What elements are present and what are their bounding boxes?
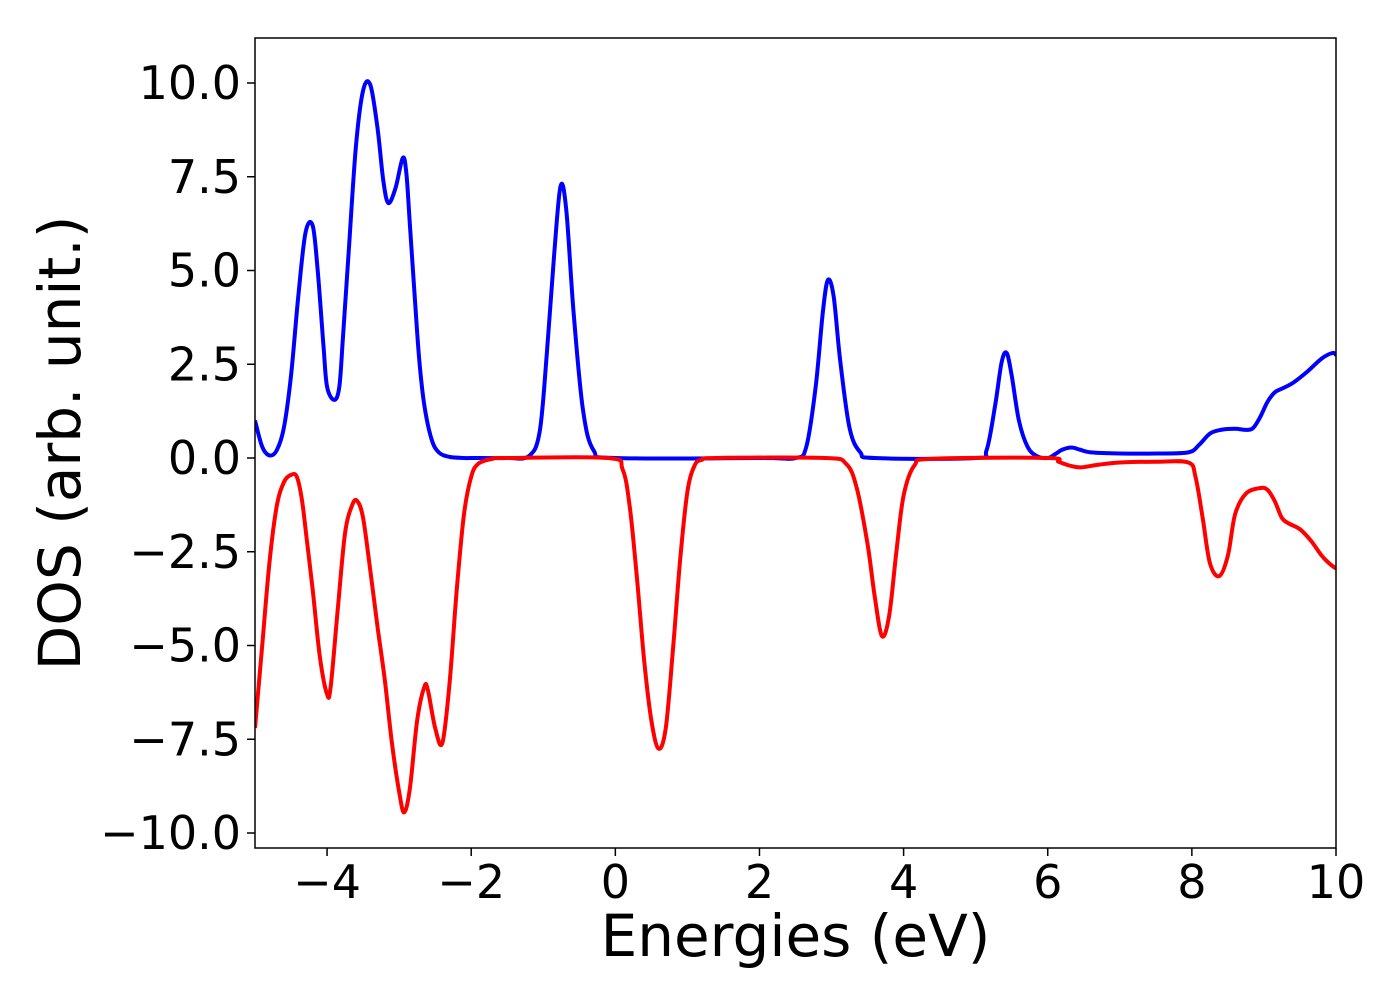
y-axis-label: DOS (arb. unit.) [26,216,94,671]
plot-frame [254,37,1337,849]
series-line-1 [255,79,1336,461]
x-tick-label: 8 [1177,855,1206,909]
series-line-2 [255,455,1336,815]
plot-lines [255,79,1336,815]
x-tick-label: −2 [437,855,505,909]
y-tick-label: 10.0 [139,56,241,110]
x-axis: −4 −2 0 2 4 6 8 10 [293,848,1365,909]
x-tick-label: 4 [889,855,918,909]
x-tick-label: 0 [601,855,630,909]
y-axis: 10.0 7.5 5.0 2.5 0.0 −2.5 −5.0 −7.5 −10.0 [100,56,255,860]
x-tick-label: 6 [1033,855,1062,909]
y-tick-label: −10.0 [100,806,241,860]
y-tick-label: −7.5 [129,712,241,766]
x-axis-label: Energies (eV) [601,902,991,970]
x-tick-label: 10 [1307,855,1366,909]
x-tick-label: −4 [293,855,361,909]
y-tick-label: −2.5 [129,525,241,579]
y-tick-label: 7.5 [168,150,241,204]
y-tick-label: −5.0 [129,619,241,673]
x-tick-label: 2 [745,855,774,909]
y-tick-label: 2.5 [168,337,241,391]
y-tick-label: 5.0 [168,244,241,298]
y-tick-label: 0.0 [168,431,241,485]
